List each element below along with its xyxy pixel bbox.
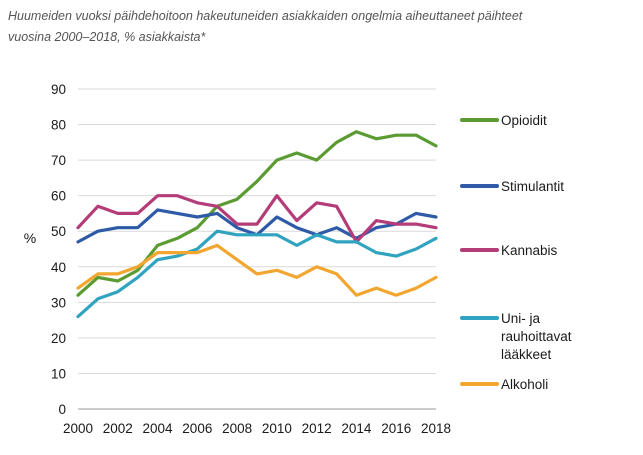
y-tick-label-90: 90 [51, 82, 66, 97]
series-line-4 [76, 229, 438, 319]
y-tick-label-70: 70 [51, 153, 66, 168]
y-tick-label-80: 80 [51, 118, 66, 133]
y-tick-label-50: 50 [51, 224, 66, 239]
legend-label-4-3: lääkkeet [501, 347, 552, 362]
y-tick-label-30: 30 [51, 295, 66, 310]
x-tick-label-2002: 2002 [103, 421, 133, 436]
x-tick-label-2010: 2010 [262, 421, 292, 436]
tick-layer: 0 10 20 30 40 50 60 70 80 90 2000 2002 2004 2006 2008 2… [51, 82, 451, 436]
caption-line-2: vuosina 2000–2018, % asiakkaista* [8, 30, 206, 44]
x-tick-label-2004: 2004 [143, 421, 174, 436]
legend-label-1-1: Opioidit [501, 113, 547, 128]
series-line-5 [76, 243, 438, 297]
legend-label-2-1: Stimulantit [501, 179, 564, 194]
series-layer [76, 130, 438, 319]
x-tick-label-2016: 2016 [381, 421, 411, 436]
y-tick-label-20: 20 [51, 331, 66, 346]
legend-label-3-1: Kannabis [501, 243, 558, 258]
legend-layer: Opioidit Stimulantit Kannabis Uni- ja rauhoi… [460, 113, 572, 392]
y-tick-label-10: 10 [51, 366, 66, 381]
x-tick-label-2006: 2006 [182, 421, 212, 436]
x-tick-label-2018: 2018 [421, 421, 451, 436]
y-axis-title: % [24, 230, 36, 246]
legend-label-4-1: Uni- ja [501, 311, 541, 326]
x-tick-label-2000: 2000 [63, 421, 93, 436]
caption-line-1: Huumeiden vuoksi päihdehoitoon hakeutune… [8, 9, 523, 23]
grid-layer [78, 88, 436, 410]
x-tick-label-2014: 2014 [341, 421, 372, 436]
chart-caption: Huumeiden vuoksi päihdehoitoon hakeutune… [8, 6, 633, 48]
legend-label-5-1: Alkoholi [501, 377, 548, 392]
legend-label-4-2: rauhoittavat [501, 329, 572, 344]
series-line-1 [76, 130, 438, 297]
x-tick-label-2008: 2008 [222, 421, 252, 436]
y-tick-label-40: 40 [51, 260, 66, 275]
y-tick-label-0: 0 [58, 402, 66, 417]
y-tick-label-60: 60 [51, 189, 66, 204]
x-tick-label-2012: 2012 [302, 421, 332, 436]
series-line-3 [76, 194, 438, 244]
